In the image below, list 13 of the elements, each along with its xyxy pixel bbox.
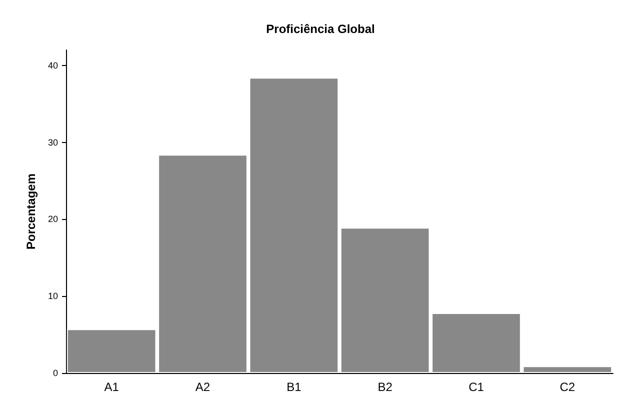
x-tick-label: A2 xyxy=(195,380,210,394)
y-tick-label: 30 xyxy=(48,137,58,148)
y-axis-title: Porcentagem xyxy=(24,173,38,250)
x-tick-label: A1 xyxy=(104,380,120,394)
x-tick-label: C1 xyxy=(468,380,484,394)
chart-title: Proficiência Global xyxy=(266,22,375,36)
x-tick-label: B1 xyxy=(286,380,302,394)
x-tick-label: B2 xyxy=(378,380,393,394)
y-tick-label: 20 xyxy=(48,214,58,224)
y-tick-label: 40 xyxy=(48,60,58,70)
y-tick-label: 0 xyxy=(52,368,58,378)
x-tick-label: C2 xyxy=(560,380,576,394)
y-tick-label: 10 xyxy=(48,291,58,302)
